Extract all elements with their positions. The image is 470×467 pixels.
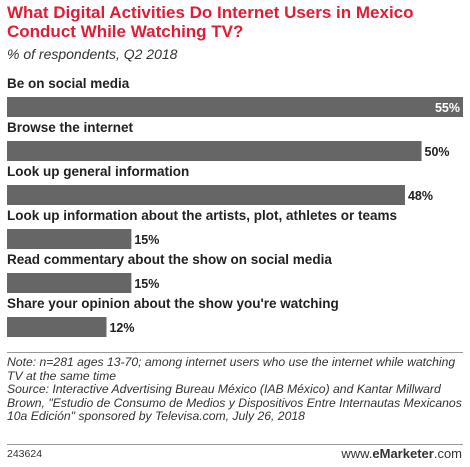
value-label: 15% (134, 277, 159, 291)
chart-subtitle: % of respondents, Q2 2018 (7, 46, 178, 62)
chart-notes: Note: n=281 ages 13-70; among internet u… (7, 355, 467, 424)
bar (7, 141, 422, 161)
logo-prefix: www. (341, 446, 373, 461)
category-label: Look up information about the artists, p… (7, 208, 397, 223)
bar (7, 97, 463, 117)
chart-id: 243624 (7, 448, 43, 460)
logo-brand: eMarketer (372, 446, 434, 461)
category-label: Share your opinion about the show you're… (7, 296, 339, 311)
value-label: 50% (425, 145, 450, 159)
logo-suffix: .com (433, 446, 462, 461)
bar (7, 185, 405, 205)
bar (7, 317, 107, 337)
category-label: Be on social media (7, 76, 130, 91)
category-label: Read commentary about the show on social… (7, 252, 332, 267)
value-label: 12% (109, 321, 134, 335)
value-label: 55% (435, 101, 460, 115)
category-label: Look up general information (7, 164, 189, 179)
source-text: Source: Interactive Advertising Bureau M… (7, 382, 462, 424)
chart-title: What Digital Activities Do Internet User… (7, 3, 414, 41)
divider-bottom (7, 444, 463, 445)
category-label: Browse the internet (7, 120, 134, 135)
divider-top (7, 352, 463, 353)
emarketer-logo[interactable]: www.eMarketer.com (341, 446, 462, 461)
value-label: 48% (408, 189, 433, 203)
bar (7, 273, 132, 293)
bar (7, 229, 132, 249)
note-text: Note: n=281 ages 13-70; among internet u… (7, 355, 456, 383)
bar-chart: Be on social media 55% Browse the internet… (7, 76, 463, 337)
value-label: 15% (134, 233, 159, 247)
